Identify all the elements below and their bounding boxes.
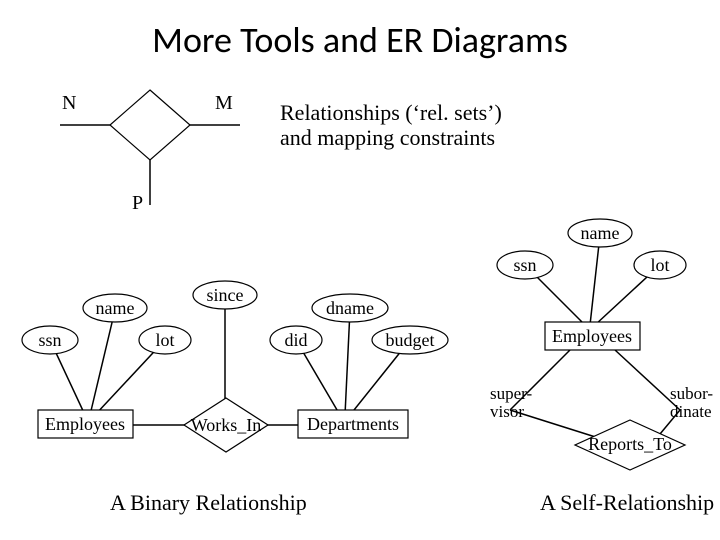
cardinality-M: M <box>215 92 233 115</box>
cardinality-N: N <box>62 92 76 115</box>
binary-caption: A Binary Relationship <box>110 490 307 516</box>
entity-departments: Departments <box>307 414 399 434</box>
self-attr-ssn: ssn <box>513 255 536 275</box>
attr-lot: lot <box>155 330 174 350</box>
rel-desc-1: Relationships (‘rel. sets’) <box>280 100 502 126</box>
page-title: More Tools and ER Diagrams <box>0 18 720 62</box>
rel-worksin: Works_In <box>191 415 262 435</box>
attr-did: did <box>284 330 307 350</box>
self-entity: Employees <box>552 326 632 346</box>
self-attr-lot: lot <box>650 255 669 275</box>
attr-budget: budget <box>386 330 435 350</box>
binary-diagram: ssn name lot since did dname budget Empl… <box>10 270 460 470</box>
rel-desc-2: and mapping constraints <box>280 125 495 151</box>
self-diagram: ssn name lot Employees Reports_To <box>470 210 720 480</box>
attr-dname: dname <box>326 298 374 318</box>
self-attr-name: name <box>581 223 620 243</box>
attr-ssn: ssn <box>38 330 61 350</box>
attr-since: since <box>207 285 244 305</box>
self-caption: A Self-Relationship <box>540 490 714 516</box>
role-subordinate: subor- dinate <box>670 385 713 421</box>
attr-name: name <box>96 298 135 318</box>
entity-employees: Employees <box>45 414 125 434</box>
self-rel: Reports_To <box>588 434 672 454</box>
role-supervisor: super- visor <box>490 385 532 421</box>
cardinality-P: P <box>132 192 143 215</box>
